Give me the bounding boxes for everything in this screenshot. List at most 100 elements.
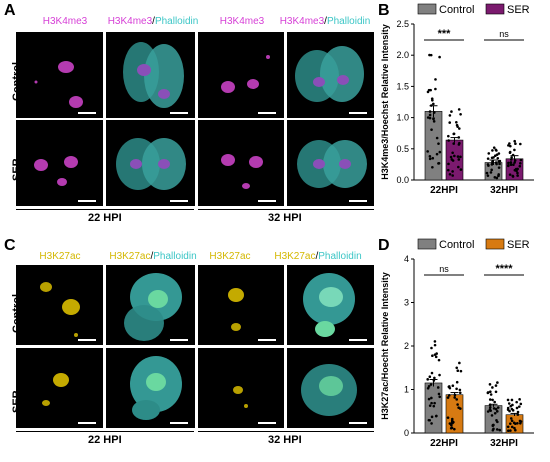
data-point <box>456 155 460 158</box>
data-point <box>434 355 438 359</box>
data-point <box>508 150 512 154</box>
data-point <box>496 406 500 409</box>
data-point <box>515 406 519 410</box>
data-point <box>514 142 517 146</box>
data-point <box>510 419 514 423</box>
y-axis-label: H3K4me3/Hoechst Relative Intensity <box>380 24 390 180</box>
data-point <box>433 343 437 347</box>
data-point <box>459 155 462 159</box>
data-point <box>434 87 437 91</box>
data-point <box>493 176 497 179</box>
data-point <box>434 78 437 81</box>
data-point <box>457 108 461 111</box>
x-tick-label: 32HPI <box>490 185 518 196</box>
data-point <box>448 114 452 117</box>
data-point <box>489 390 492 394</box>
timepoint-label-a-22: 22 HPI <box>88 212 122 224</box>
data-point <box>509 404 513 408</box>
data-point <box>486 391 490 394</box>
data-point <box>426 116 430 119</box>
data-point <box>495 149 498 152</box>
data-point <box>510 156 513 159</box>
data-point <box>516 410 520 414</box>
data-point <box>497 166 501 169</box>
data-point <box>496 420 499 424</box>
data-point <box>433 340 437 343</box>
data-point <box>507 144 510 147</box>
data-point <box>519 158 523 162</box>
data-point <box>519 402 523 406</box>
data-point <box>453 393 457 397</box>
col-label-c2: H3K27ac/Phalloidin <box>109 251 197 262</box>
data-point <box>495 428 499 431</box>
data-point <box>486 410 490 413</box>
data-point <box>457 136 461 139</box>
data-point <box>487 152 491 155</box>
data-point <box>458 361 461 365</box>
timepoint-line-c-32 <box>198 431 374 432</box>
data-point <box>437 392 441 396</box>
data-point <box>452 132 456 136</box>
data-point <box>506 425 510 429</box>
x-tick-label: 32HPI <box>490 438 518 449</box>
data-point <box>510 398 514 402</box>
data-point <box>491 161 495 164</box>
col-label-c1: H3K27ac <box>39 251 81 262</box>
y-tick-label: 0.0 <box>396 175 409 185</box>
data-point <box>489 409 492 412</box>
y-tick-label: 1.0 <box>396 113 409 123</box>
legend-swatch <box>485 3 505 15</box>
data-point <box>429 383 433 386</box>
data-point <box>496 156 500 160</box>
col-label-a1: H3K4me3 <box>42 16 88 27</box>
data-point <box>432 111 436 114</box>
data-point <box>488 406 492 409</box>
data-point <box>511 175 515 178</box>
data-point <box>432 404 436 408</box>
data-point <box>438 395 442 399</box>
data-point <box>456 403 459 406</box>
panel-letter-d: D <box>378 237 390 254</box>
data-point <box>437 142 440 145</box>
data-point <box>446 416 450 419</box>
data-point <box>489 393 493 396</box>
data-point <box>430 401 433 405</box>
data-point <box>517 405 521 408</box>
data-point <box>427 397 431 401</box>
data-point <box>446 168 450 172</box>
micrograph-a-ser-22-merge <box>106 120 195 206</box>
data-point <box>494 407 498 411</box>
data-point <box>434 414 438 418</box>
micrograph-c-control-32-h3k27ac <box>198 265 284 345</box>
data-point <box>519 142 522 146</box>
data-point <box>429 88 432 92</box>
micrograph-c-ser-22-h3k27ac <box>16 348 103 428</box>
col-label-a4: H3K4me3/Phalloidin <box>279 16 371 27</box>
data-point <box>507 402 511 405</box>
y-tick-label: 1.5 <box>396 81 409 91</box>
y-tick-label: 3 <box>404 298 409 308</box>
data-point <box>457 406 460 409</box>
micrograph-a-ser-22-h3k4me3 <box>16 120 103 206</box>
data-point <box>432 117 435 121</box>
col-label-a3: H3K4me3 <box>219 16 265 27</box>
data-point <box>427 418 431 422</box>
micrograph-a-ser-32-h3k4me3 <box>198 120 284 206</box>
legend-label: Control <box>439 239 474 251</box>
data-point <box>514 428 517 432</box>
data-point <box>430 396 433 400</box>
y-tick-label: 1 <box>404 385 409 395</box>
data-point <box>455 120 458 124</box>
data-point <box>430 371 434 375</box>
data-point <box>493 400 496 404</box>
data-point <box>518 419 522 423</box>
data-point <box>508 173 512 176</box>
data-point <box>491 386 494 389</box>
data-point <box>516 413 520 416</box>
data-point <box>459 369 463 373</box>
data-point <box>452 142 456 145</box>
bar <box>445 139 464 181</box>
data-point <box>426 386 430 390</box>
data-point <box>492 427 495 431</box>
data-point <box>514 167 518 171</box>
